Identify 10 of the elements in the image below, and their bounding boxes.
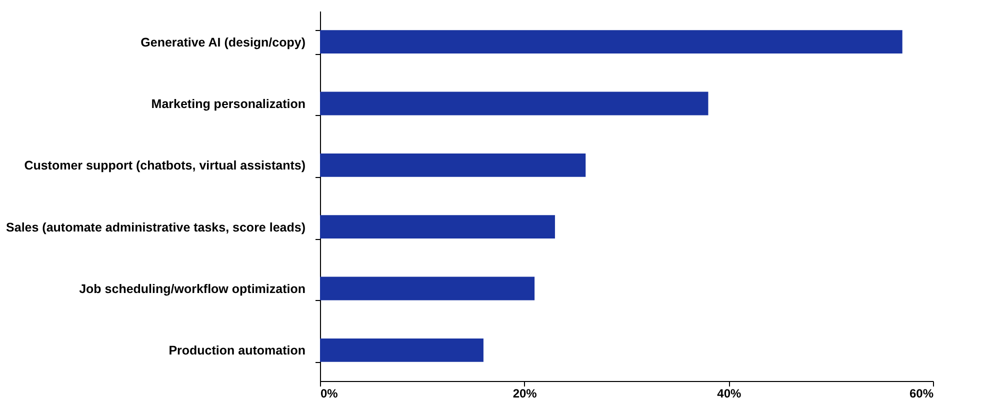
x-tick-label: 0% bbox=[320, 386, 338, 400]
x-tick-label: 40% bbox=[717, 386, 742, 400]
y-tick-label: Sales (automate administrative tasks, score leads) bbox=[6, 220, 306, 234]
y-tick-label: Marketing personalization bbox=[151, 97, 306, 111]
y-tick-label: Generative AI (design/copy) bbox=[140, 35, 306, 50]
x-tick-label: 60% bbox=[909, 386, 934, 400]
y-tick-label: Customer support (chatbots, virtual assistants) bbox=[24, 158, 306, 173]
y-tick-label: Production automation bbox=[168, 344, 306, 358]
y-tick-label: Job scheduling/workflow optimization bbox=[79, 282, 306, 296]
x-tick-label: 20% bbox=[512, 386, 538, 400]
